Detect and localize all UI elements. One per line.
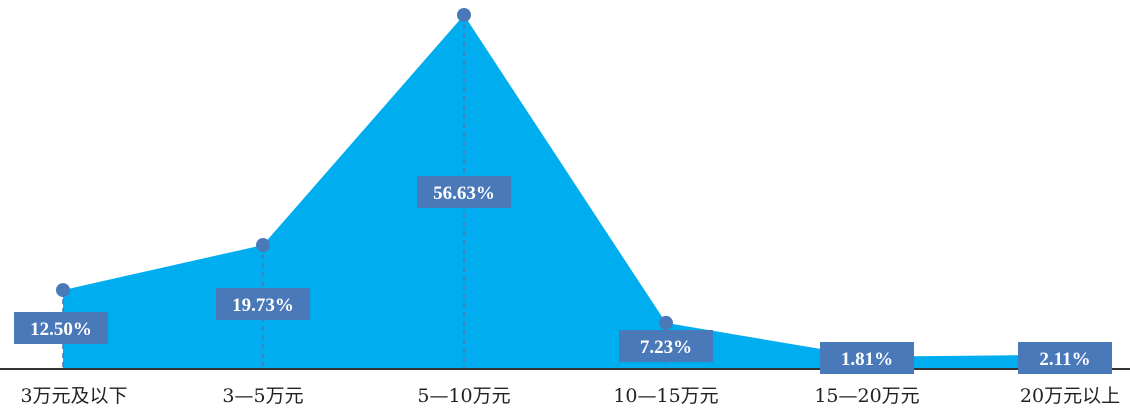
data-label-text: 1.81% (841, 349, 893, 370)
data-label-text: 56.63% (433, 183, 495, 204)
data-point (457, 8, 471, 22)
area-series (63, 15, 1065, 368)
data-label-text: 7.23% (640, 337, 692, 358)
x-tick-label: 20万元以上 (1020, 385, 1120, 407)
data-label-text: 12.50% (30, 319, 92, 340)
x-axis-ticks: 3万元及以下 3—5万元 5—10万元 10—15万元 15—20万元 20万元以上 (20, 385, 1120, 407)
data-label: 1.81% (820, 342, 914, 374)
data-point (659, 315, 673, 330)
data-label: 19.73% (216, 288, 310, 320)
data-point (256, 238, 270, 253)
x-tick-label: 10—15万元 (613, 385, 718, 407)
data-label: 12.50% (14, 312, 108, 344)
data-label: 56.63% (417, 176, 511, 208)
data-label: 2.11% (1018, 342, 1112, 374)
x-tick-label: 3万元及以下 (20, 385, 127, 407)
data-point (56, 283, 70, 298)
data-label-text: 19.73% (232, 295, 294, 316)
data-labels: 12.50% 19.73% 56.63% 7.23% 1.81% 2.11% (14, 176, 1112, 374)
data-label-text: 2.11% (1039, 349, 1090, 370)
x-tick-label: 3—5万元 (222, 385, 303, 407)
x-tick-label: 15—20万元 (814, 385, 919, 407)
x-tick-label: 5—10万元 (417, 385, 510, 407)
data-label: 7.23% (619, 330, 713, 362)
